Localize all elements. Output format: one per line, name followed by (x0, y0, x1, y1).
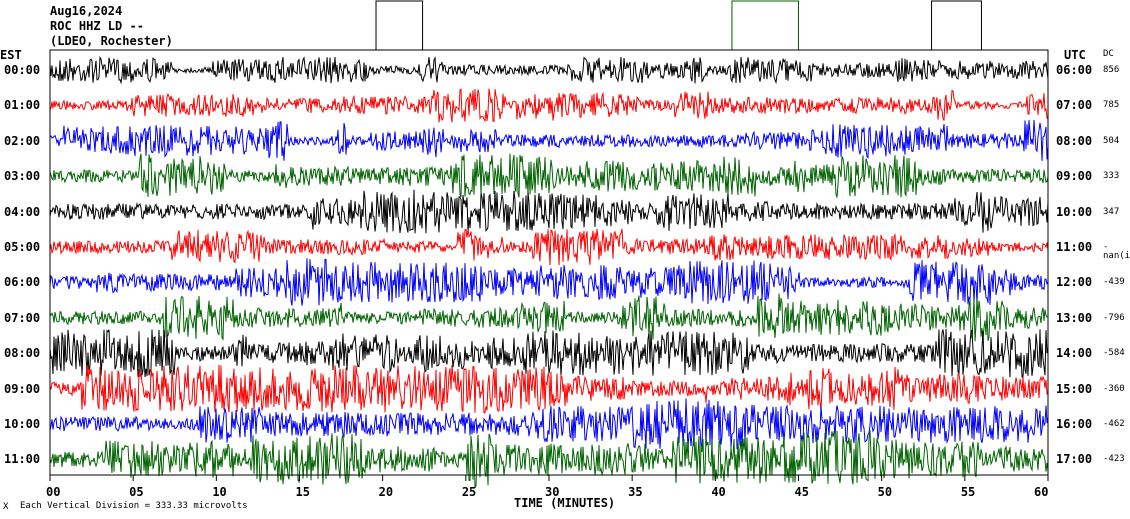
utc-axis-title: UTC (1064, 48, 1086, 62)
x-tick-label: 15 (295, 485, 310, 499)
x-tick-label: 30 (545, 485, 560, 499)
trace-row-6 (49, 258, 1049, 306)
est-label: 00:00 (4, 63, 41, 77)
dc-title: DC (1103, 49, 1114, 59)
footer-mark: X (3, 502, 9, 512)
dc-value: -796 (1103, 312, 1125, 323)
seismic-traces (49, 55, 1049, 489)
trace-row-9 (49, 364, 1049, 414)
x-tick-label: 55 (960, 485, 976, 499)
event-marker-1 (731, 0, 799, 50)
trace-row-0 (49, 55, 1049, 85)
x-tick-label: 20 (378, 485, 394, 499)
dc-value: -439 (1103, 277, 1125, 288)
event-marker-0 (375, 0, 424, 50)
trace-row-2 (49, 119, 1049, 161)
header-network: (LDEO, Rochester) (50, 34, 173, 48)
est-label: 07:00 (4, 310, 41, 325)
dc-value: -nan(iDd (1103, 242, 1130, 261)
trace-row-7 (49, 293, 1049, 342)
utc-label: 06:00 (1056, 63, 1093, 77)
dc-value: -584 (1103, 348, 1125, 359)
dc-value: 504 (1103, 135, 1120, 146)
dc-value: 785 (1103, 100, 1120, 111)
trace-row-5 (49, 228, 1049, 266)
header-date: Aug16,2024 (50, 4, 123, 18)
dc-value: -360 (1103, 383, 1125, 394)
est-label: 11:00 (4, 452, 41, 467)
est-axis-title: EST (0, 48, 22, 62)
est-label: 06:00 (4, 275, 41, 290)
est-label: 02:00 (4, 133, 41, 148)
utc-label: 10:00 (1056, 204, 1093, 219)
x-tick-label: 05 (129, 485, 144, 499)
x-tick-label: 00 (46, 485, 61, 499)
dc-value: 347 (1103, 206, 1120, 217)
header-station: ROC HHZ LD -- (50, 19, 144, 33)
trace-row-8 (49, 328, 1049, 379)
event-markers (375, 0, 982, 50)
utc-label: 16:00 (1056, 417, 1093, 431)
est-label: 04:00 (4, 204, 41, 219)
x-axis-ticks (49, 475, 1049, 481)
utc-label: 08:00 (1056, 133, 1093, 148)
utc-label: 09:00 (1056, 169, 1093, 184)
utc-label: 12:00 (1056, 275, 1093, 290)
est-label: 09:00 (4, 381, 41, 396)
utc-label: 13:00 (1056, 310, 1093, 325)
footer-note: Each Vertical Division = 333.33 microvol… (20, 501, 248, 511)
x-tick-label: 10 (212, 485, 227, 499)
trace-row-1 (49, 88, 1049, 123)
dc-value: 333 (1103, 171, 1120, 182)
x-axis-title: TIME (MINUTES) (514, 496, 616, 510)
est-label: 08:00 (4, 346, 41, 361)
x-tick-label: 45 (794, 485, 809, 499)
est-label: 03:00 (4, 169, 41, 184)
utc-label: 15:00 (1056, 381, 1093, 396)
est-label: 05:00 (4, 240, 41, 254)
dc-value: -462 (1103, 419, 1125, 429)
utc-label: 11:00 (1056, 240, 1093, 254)
utc-label: 14:00 (1056, 346, 1093, 361)
trace-row-10 (49, 398, 1049, 450)
x-tick-label: 50 (877, 485, 893, 499)
utc-label: 17:00 (1056, 452, 1093, 467)
est-label: 01:00 (4, 98, 41, 113)
trace-row-3 (49, 153, 1049, 198)
x-tick-label: 35 (628, 485, 643, 499)
event-marker-2 (931, 0, 982, 50)
x-tick-label: 40 (711, 485, 726, 499)
trace-row-11 (49, 430, 1049, 489)
x-tick-label: 25 (461, 485, 477, 499)
utc-label: 07:00 (1056, 98, 1093, 113)
dc-value: -423 (1103, 454, 1125, 465)
est-label: 10:00 (4, 417, 41, 431)
dc-value: 856 (1103, 65, 1120, 75)
trace-row-4 (49, 189, 1049, 234)
x-tick-label: 60 (1034, 485, 1049, 499)
